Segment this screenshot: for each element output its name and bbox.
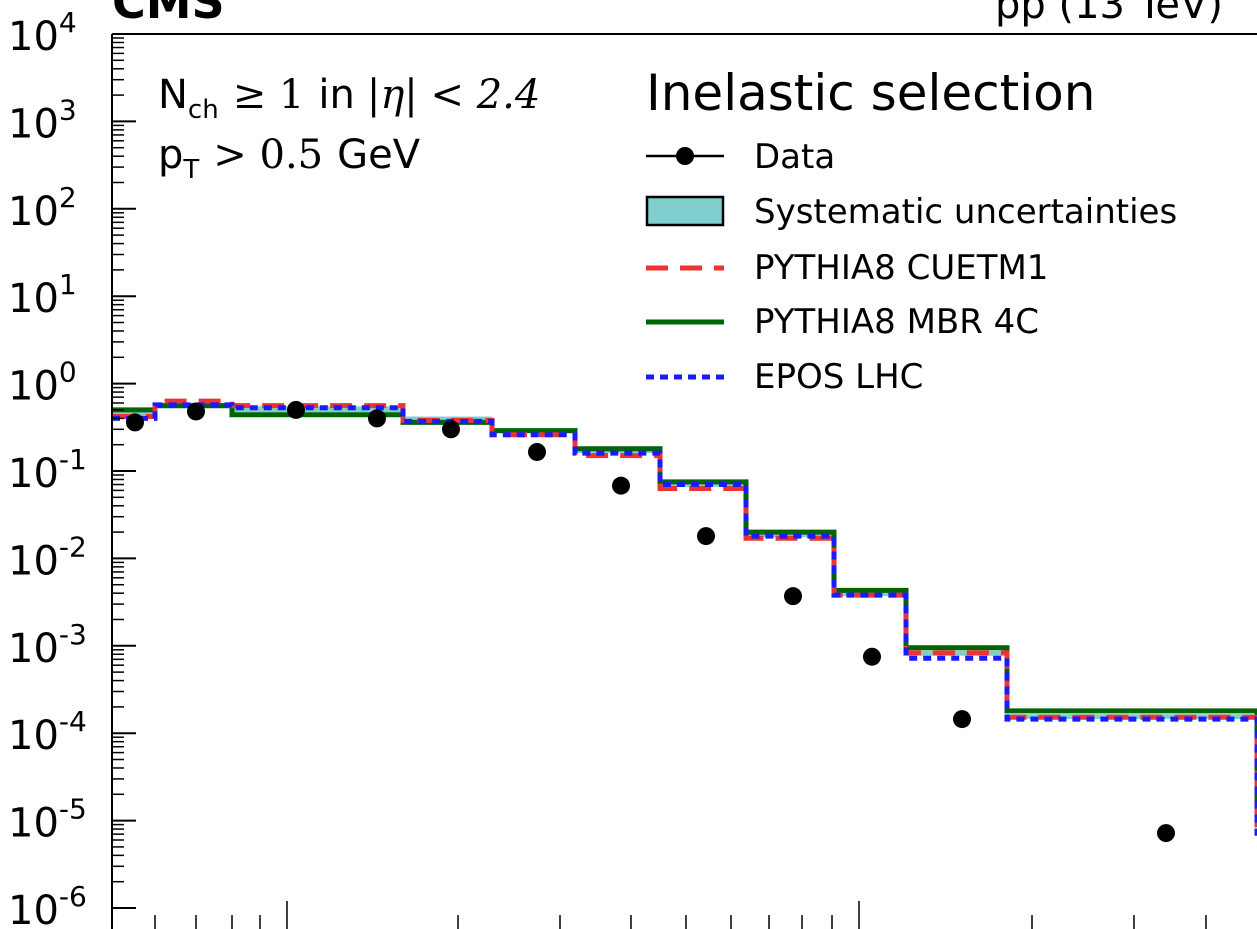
- cut2-unit: GeV: [337, 132, 421, 178]
- y-tick-label: 10-3: [8, 618, 87, 672]
- systematic-bin: [660, 482, 746, 487]
- y-tick-label: 10-5: [8, 793, 87, 847]
- y-tick-exponent: -3: [59, 618, 87, 651]
- cut2-text: pT > 0.5 GeV: [158, 132, 421, 185]
- y-tick-label: 103: [8, 93, 77, 147]
- data-point: [953, 710, 971, 729]
- legend: Inelastic selection Data Systematic unce…: [645, 64, 1177, 397]
- series-cuetm1-line: [112, 398, 1257, 832]
- data-point: [612, 476, 630, 495]
- systematic-bin: [746, 533, 834, 538]
- cut1-text: Nch ≥ 1 in |η| < 2.4: [158, 72, 540, 125]
- y-tick-exponent: 2: [59, 181, 77, 214]
- y-tick-exponent: 4: [59, 6, 77, 39]
- mc-series: [112, 398, 1257, 836]
- legend-label-systematic: Systematic uncertainties: [754, 192, 1177, 232]
- data-point: [528, 442, 546, 461]
- legend-label-mbr4c: PYTHIA8 MBR 4C: [754, 302, 1039, 342]
- series-epos-line: [112, 402, 1257, 836]
- y-tick-exponent: 1: [59, 268, 77, 301]
- y-tick-exponent: -1: [59, 443, 87, 476]
- cut1-lhs: N: [158, 72, 188, 118]
- legend-label-cuetm1: PYTHIA8 CUETM1: [754, 248, 1048, 288]
- selection-cuts: Nch ≥ 1 in |η| < 2.4 pT > 0.5 GeV: [158, 72, 540, 185]
- y-tick-label: 10-4: [8, 705, 87, 759]
- y-tick-label: 10-6: [8, 880, 87, 929]
- y-tick-label: 10-1: [8, 443, 87, 497]
- cut1-in: in: [318, 72, 354, 118]
- systematic-band: [112, 402, 1257, 720]
- y-tick-exponent: -2: [59, 530, 87, 563]
- y-tick-label: 10-2: [8, 530, 87, 584]
- data-point: [784, 587, 802, 606]
- legend-data-marker: [676, 147, 694, 165]
- legend-systematic-box: [645, 195, 725, 227]
- y-tick-exponent: -5: [59, 793, 87, 826]
- y-tick-label: 100: [8, 356, 77, 410]
- y-tick-exponent: 0: [59, 356, 77, 389]
- legend-label-data: Data: [754, 137, 835, 177]
- cut2-sub: T: [182, 155, 199, 185]
- cut2-lhs: p: [158, 132, 183, 178]
- y-tick-label: 104: [8, 6, 77, 60]
- y-tick-exponent: 3: [59, 93, 77, 126]
- data-point: [697, 527, 715, 546]
- data-point: [187, 402, 205, 421]
- series-mbr4c-line: [112, 403, 1257, 828]
- data-points: [126, 400, 1175, 843]
- y-tick-exponent: -6: [59, 880, 87, 913]
- energy-label: pp (13 TeV): [995, 0, 1223, 28]
- legend-title: Inelastic selection: [646, 64, 1095, 122]
- cut2-rel: > 0.5: [213, 132, 323, 178]
- y-tick-label: 102: [8, 181, 77, 235]
- systematic-bin: [232, 406, 403, 413]
- data-point: [368, 409, 386, 428]
- data-point: [442, 420, 460, 439]
- cut1-sub: ch: [188, 95, 219, 125]
- data-point: [863, 647, 881, 666]
- data-point: [1157, 824, 1175, 843]
- systematic-bin: [906, 650, 1007, 656]
- cut1-range: |η| < 2.4: [367, 72, 540, 118]
- data-point: [287, 400, 305, 419]
- legend-label-epos: EPOS LHC: [754, 357, 923, 397]
- data-point: [126, 413, 144, 432]
- cut1-rel: ≥ 1: [233, 72, 305, 118]
- x-ticks: [154, 901, 1207, 929]
- y-tick-label: 101: [8, 268, 77, 322]
- experiment-label: CMS: [112, 0, 225, 29]
- y-tick-exponent: -4: [59, 705, 87, 738]
